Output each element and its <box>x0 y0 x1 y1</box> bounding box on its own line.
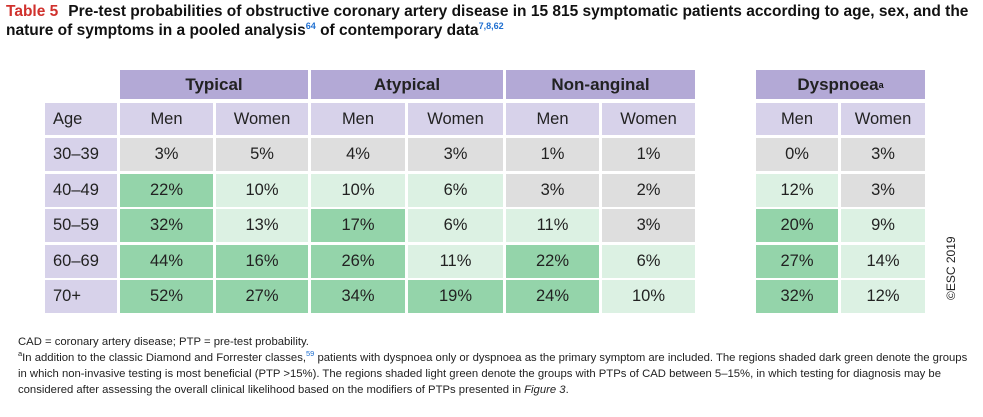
value-cell: 6% <box>408 173 503 207</box>
value-cell: 20% <box>756 209 838 242</box>
value-cell: 17% <box>311 209 405 242</box>
value-cell: 10% <box>311 173 405 207</box>
column-header: Men <box>506 103 599 135</box>
value-cell: 12% <box>841 280 925 313</box>
value-cell: 11% <box>506 209 599 242</box>
value-cell: 12% <box>756 173 838 207</box>
value-cell: 10% <box>602 280 695 313</box>
value-cell: 3% <box>841 138 925 171</box>
column-header: Men <box>120 103 213 135</box>
title-text: of contemporary data <box>320 22 479 39</box>
age-cell: 30–39 <box>45 138 117 171</box>
value-cell: 3% <box>120 138 213 171</box>
value-cell: 52% <box>120 280 213 313</box>
value-cell: 22% <box>506 244 599 278</box>
age-cell: 70+ <box>45 280 117 313</box>
figure-ref: Figure 3 <box>524 384 566 396</box>
value-cell: 1% <box>602 138 695 171</box>
value-cell: 44% <box>120 244 213 278</box>
footnote: aIn addition to the classic Diamond and … <box>18 350 968 398</box>
value-cell: 10% <box>216 173 308 207</box>
value-cell: 32% <box>756 280 838 313</box>
column-header: Men <box>756 103 838 135</box>
value-cell: 13% <box>216 209 308 242</box>
copyright: ©ESC 2019 <box>944 236 958 300</box>
value-cell: 24% <box>506 280 599 313</box>
value-cell: 19% <box>408 280 503 313</box>
value-cell: 34% <box>311 280 405 313</box>
footnote-marker: a <box>18 349 23 359</box>
value-cell: 27% <box>756 244 838 278</box>
footnote-text: patients with dyspnoea only or dyspnoea … <box>18 352 968 396</box>
value-cell: 1% <box>506 138 599 171</box>
title: Table 5 Pre-test probabilities of obstruc… <box>6 2 976 40</box>
group-label: Dyspnoea <box>797 74 879 94</box>
value-cell: 16% <box>216 244 308 278</box>
age-cell: 40–49 <box>45 173 117 207</box>
title-text: Pre-test probabilities of obstructive co… <box>6 3 969 39</box>
value-cell: 3% <box>602 209 695 242</box>
footnote-text: In addition to the classic Diamond and F… <box>22 352 306 364</box>
table-label: Table 5 <box>6 3 59 20</box>
age-cell: 50–59 <box>45 209 117 242</box>
column-header: Women <box>216 103 308 135</box>
footnote-text: . <box>565 384 569 396</box>
group-label: Typical <box>185 74 243 94</box>
group-header: Dyspnoea a <box>756 70 925 99</box>
footnote: CAD = coronary artery disease; PTP = pre… <box>18 336 309 348</box>
value-cell: 3% <box>408 138 503 171</box>
reference: 64 <box>305 20 316 31</box>
column-header: Men <box>311 103 405 135</box>
value-cell: 11% <box>408 244 503 278</box>
column-header: Age <box>45 103 117 135</box>
value-cell: 0% <box>756 138 838 171</box>
group-header: Typical <box>120 70 308 99</box>
column-header: Women <box>841 103 925 135</box>
group-header: Atypical <box>311 70 503 99</box>
group-label: Atypical <box>373 74 441 94</box>
value-cell: 5% <box>216 138 308 171</box>
column-header: Women <box>602 103 695 135</box>
group-label: Non-anginal <box>551 74 650 94</box>
group-header: Non-anginal <box>506 70 695 99</box>
value-cell: 14% <box>841 244 925 278</box>
value-cell: 26% <box>311 244 405 278</box>
value-cell: 6% <box>408 209 503 242</box>
age-cell: 60–69 <box>45 244 117 278</box>
value-cell: 22% <box>120 173 213 207</box>
value-cell: 2% <box>602 173 695 207</box>
column-header: Women <box>408 103 503 135</box>
reference: 7,8,62 <box>478 20 504 31</box>
value-cell: 27% <box>216 280 308 313</box>
value-cell: 4% <box>311 138 405 171</box>
value-cell: 3% <box>841 173 925 207</box>
footnotes: CAD = coronary artery disease; PTP = pre… <box>18 334 968 398</box>
reference: 59 <box>305 349 315 359</box>
value-cell: 6% <box>602 244 695 278</box>
value-cell: 9% <box>841 209 925 242</box>
value-cell: 32% <box>120 209 213 242</box>
value-cell: 3% <box>506 173 599 207</box>
